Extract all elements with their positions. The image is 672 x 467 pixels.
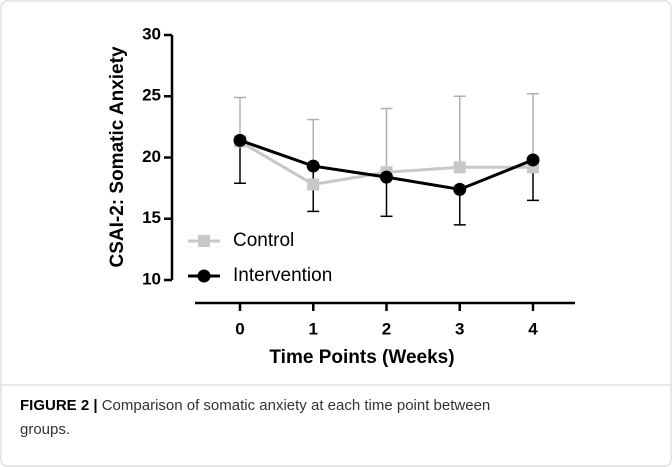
x-tick-label: 0 (235, 319, 244, 338)
data-point (453, 182, 467, 196)
x-tick-label: 2 (382, 319, 391, 338)
caption: FIGURE 2 | Comparison of somatic anxiety… (20, 397, 490, 438)
error-bar (380, 107, 393, 173)
y-tick-label: 30 (142, 24, 161, 43)
caption-text-line: groups. (20, 421, 70, 438)
y-axis-title: CSAI-2: Somatic Anxiety (107, 46, 128, 267)
caption-text: Comparison of somatic anxiety at each ti… (102, 397, 491, 414)
data-point (233, 133, 247, 147)
y-tick-label: 20 (142, 147, 161, 166)
error-bar (380, 177, 393, 218)
data-point (453, 161, 466, 174)
y-tick-label: 10 (142, 269, 161, 288)
legend-label: Control (233, 230, 294, 251)
y-tick-label: 25 (142, 86, 161, 105)
x-tick-label: 1 (309, 319, 318, 338)
data-point (307, 178, 320, 191)
x-axis-title: Time Points (Weeks) (269, 347, 454, 368)
y-tick-label: 15 (142, 208, 161, 227)
legend-marker (198, 235, 210, 247)
x-tick-label: 3 (455, 319, 464, 338)
caption-label: FIGURE 2 | (20, 397, 98, 414)
legend-marker (197, 269, 211, 283)
x-tick-label: 4 (528, 319, 538, 338)
data-point (526, 153, 540, 167)
data-point (380, 170, 393, 184)
legend-label: Intervention (233, 265, 332, 286)
data-point (306, 159, 320, 173)
error-bar (453, 95, 466, 168)
